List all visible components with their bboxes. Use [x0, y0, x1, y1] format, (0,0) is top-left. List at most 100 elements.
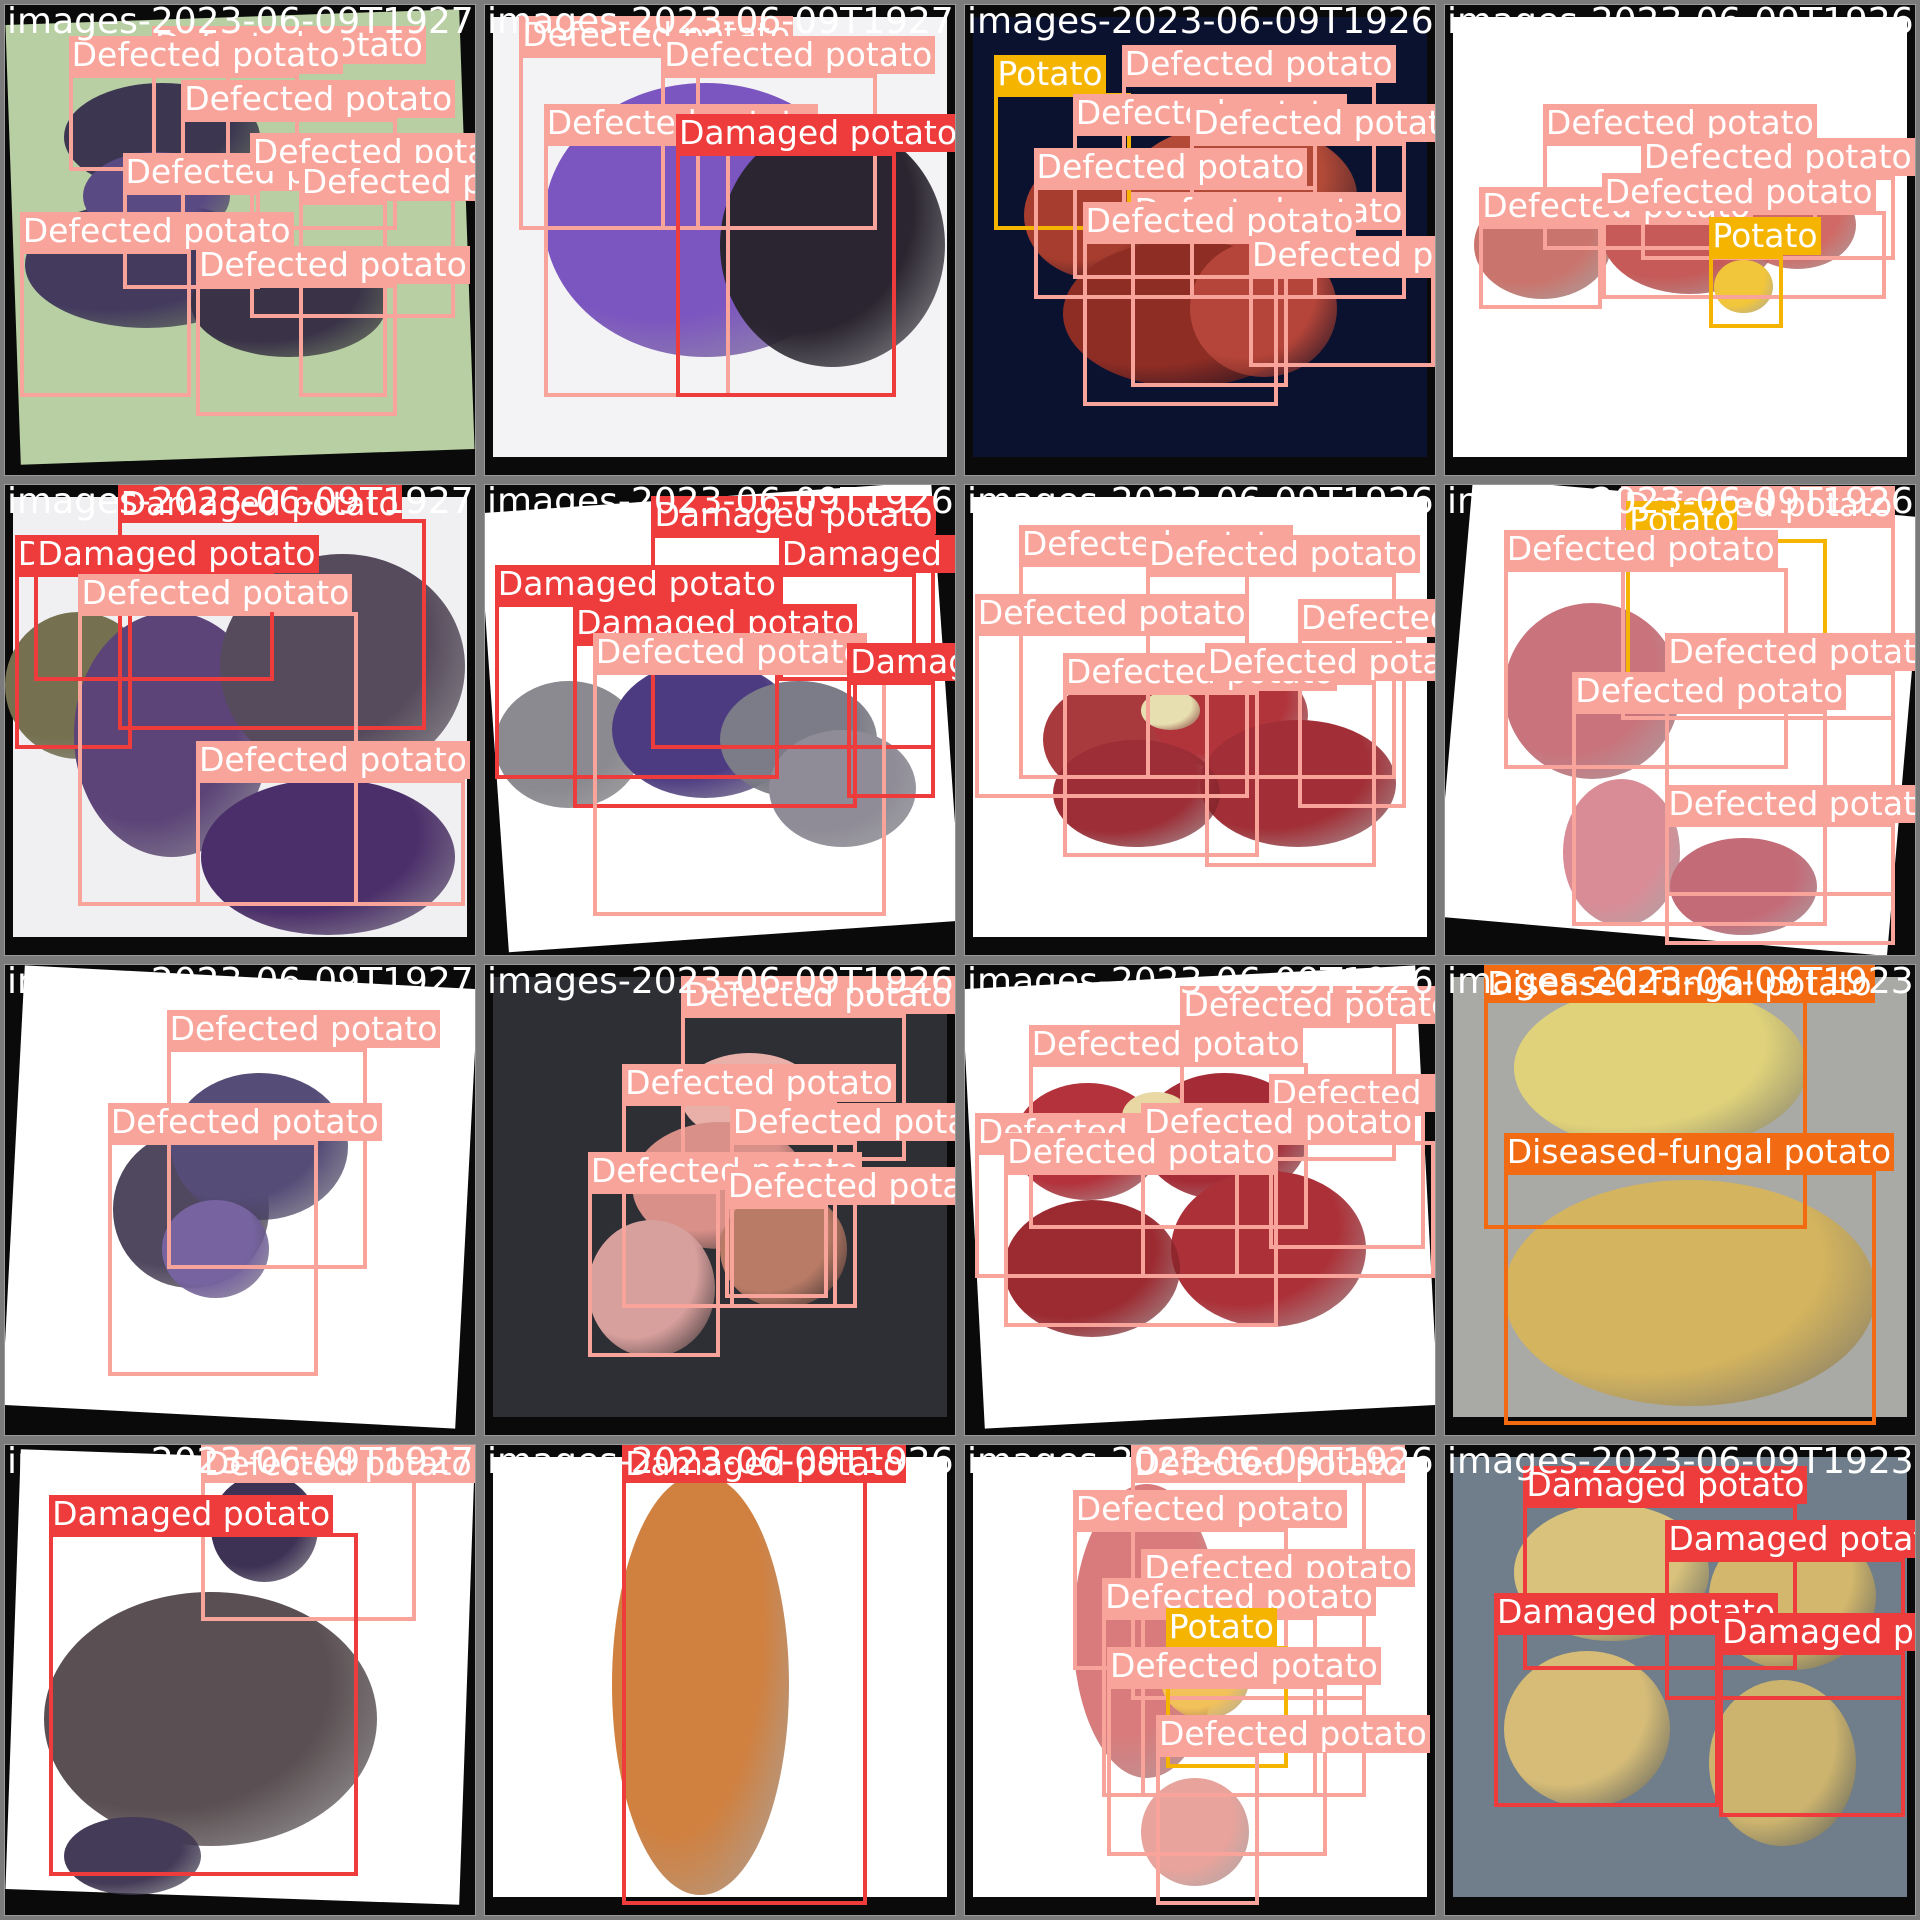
detection-label: Defected potato: [195, 740, 470, 779]
detection-label: Damaged potato: [34, 535, 319, 574]
tile-filename: images-2023-06-09T192635-715: [967, 1444, 1435, 1482]
potato-shape: [44, 1591, 378, 1847]
tile-filename: images-2023-06-09T192635-299: [967, 4, 1435, 42]
detection-label: Defected potato: [622, 1064, 896, 1103]
tile-filename: images-2023-06-09T192634-: [1447, 484, 1915, 522]
potato-shape: [768, 729, 916, 848]
detection-label: Defected potato: [1248, 236, 1435, 275]
detection-label: Defected potato: [1033, 148, 1308, 187]
detection-label: Potato: [1165, 1607, 1277, 1646]
detection-label: Defected potato: [1665, 633, 1915, 672]
detection-label: Defected potato: [166, 1010, 441, 1049]
detection-label: Defected potato: [724, 1166, 955, 1205]
detection-label: Defected potato: [19, 211, 294, 250]
tile-filename: images-2023-06-09T192635-876: [487, 964, 955, 1002]
mosaic-tile: images-2023-06-09T192634-823 Defected pot…: [964, 484, 1436, 956]
tile-filename: images-2023-06-09T192724-391: [7, 484, 475, 522]
detection-box: [1155, 1753, 1259, 1906]
tile-filename: images-2023-06-09T192350-: [1447, 1444, 1915, 1482]
detection-box: [1621, 524, 1896, 720]
detection-label: Defected potato: [107, 1103, 382, 1142]
potato-shape: [1670, 837, 1818, 936]
detection-label: Defected potato: [1640, 138, 1915, 177]
detection-label: Defected potato: [1665, 784, 1915, 823]
tile-filename: images-2023-06-09T192725-490: [7, 964, 475, 1002]
detection-box: [1004, 1170, 1279, 1328]
detection-label: Defected potato: [1204, 642, 1435, 681]
detection-label: Defected potato: [78, 574, 353, 613]
detection-label: Defected potato: [729, 1103, 955, 1142]
detection-label: Defected potato: [1082, 202, 1357, 240]
detection-box: [1141, 1141, 1435, 1279]
detection-label: Potato: [994, 55, 1106, 94]
detection-label: Defected potato: [1141, 1103, 1416, 1142]
detection-box: [1106, 1684, 1328, 1857]
potato-shape: [1714, 259, 1774, 314]
detection-label: Defected potato: [298, 162, 475, 201]
detection-label: Damaged potato: [651, 495, 936, 534]
detection-label: Defected potato: [1180, 985, 1435, 1024]
mosaic-tile: images-2023-06-09T192635-299 Potato Defect…: [964, 4, 1436, 476]
mosaic-tile: images-2023-06-09T192635-876Defected pot…: [484, 964, 956, 1436]
tile-filename: images-2023-06-09T192634-599: [1447, 4, 1915, 42]
tile-filename: images-2023-06-09T192634-810: [967, 964, 1435, 1002]
mosaic-tile: images-2023-06-09T192724-499Defected pot…: [484, 4, 956, 476]
detection-label: Defected potato: [680, 975, 955, 1014]
detection-label: Damaged potato: [1523, 1465, 1808, 1504]
mosaic-tile: images-2023-06-09T192725-Defected potato…: [4, 1444, 476, 1916]
detection-label: Damaged potato: [1665, 1519, 1915, 1558]
tile-filename: images-2023-06-09T192634-699: [487, 484, 955, 522]
detection-label: Diseased-fungal potato: [1484, 965, 1875, 1003]
mosaic-tile: images-2023-06-09T192634- Defected potato…: [1444, 484, 1916, 956]
detection-label: Damaged potato: [847, 642, 955, 681]
mosaic-tile: images-2023-06-09T192725-490 Defected pot…: [4, 964, 476, 1436]
detection-box: [847, 680, 936, 799]
detection-label: Defected potato: [1072, 1490, 1347, 1529]
mosaic-tile: images-2023-06-09T192635-688Damaged pota…: [484, 1444, 956, 1916]
tile-filename: images-2023-06-09T192351-: [1447, 964, 1915, 1002]
mosaic-tile: images-2023-06-09T192634-599 Defected pot…: [1444, 4, 1916, 476]
detection-label: Defected potato: [1572, 672, 1847, 711]
detection-label: Defected potato: [1004, 1132, 1279, 1171]
detection-label: Damaged potato: [1719, 1612, 1915, 1651]
detection-label: Defected potato: [1601, 172, 1876, 211]
detection-box: [622, 1454, 867, 1906]
detection-label: Defected potato: [592, 633, 867, 672]
potato-shape: [1004, 1200, 1181, 1338]
detection-box: [729, 1141, 858, 1308]
detection-label: Defected potato: [1503, 530, 1778, 569]
detection-label: Defected potato: [1121, 45, 1396, 84]
detection-box: [974, 631, 1249, 799]
detection-box: [1479, 225, 1602, 309]
detection-box: [107, 1141, 319, 1377]
detection-label: Damaged potato: [117, 485, 402, 523]
detection-box: [1297, 636, 1406, 809]
potato-shape: [171, 1072, 348, 1220]
detection-box: [592, 671, 887, 916]
detection-label: Diseased-fungal potato: [1503, 1132, 1895, 1171]
potato-shape: [720, 122, 946, 368]
detection-label: Potato: [1709, 216, 1821, 255]
detection-label: Damaged potato: [49, 1495, 334, 1534]
detection-label: Defected potato: [68, 35, 343, 74]
potato-shape: [1709, 1680, 1857, 1847]
detection-label: Defected potato: [974, 593, 1249, 632]
potato-shape: [200, 778, 456, 936]
detection-label: Defected potato: [200, 1445, 475, 1483]
detection-label: Defected potato: [1542, 104, 1817, 143]
mosaic-tile: images-2023-06-09T192634-810Defected pot…: [964, 964, 1436, 1436]
mosaic-tile: images-2023-06-09T192351-Diseased-fungal…: [1444, 964, 1916, 1436]
detection-label: Damaged potato: [494, 564, 779, 603]
detection-label: Defected potato: [1190, 104, 1435, 143]
detection-box: [49, 1533, 358, 1876]
detection-box: [1719, 1650, 1906, 1818]
detection-box: [19, 249, 192, 397]
detection-label: Defected potato: [195, 246, 470, 285]
detection-box: [1204, 680, 1377, 867]
mosaic-tile: images-2023-06-09T192350-Damaged potatoD…: [1444, 1444, 1916, 1916]
mosaic-tile: images-2023-06-09T192725-729Defected pot…: [4, 4, 476, 476]
detection-box: [298, 200, 387, 397]
detection-label: Damaged potato: [622, 1445, 907, 1483]
potato-shape: [1141, 690, 1200, 730]
detection-label: Defected potato: [661, 35, 936, 74]
